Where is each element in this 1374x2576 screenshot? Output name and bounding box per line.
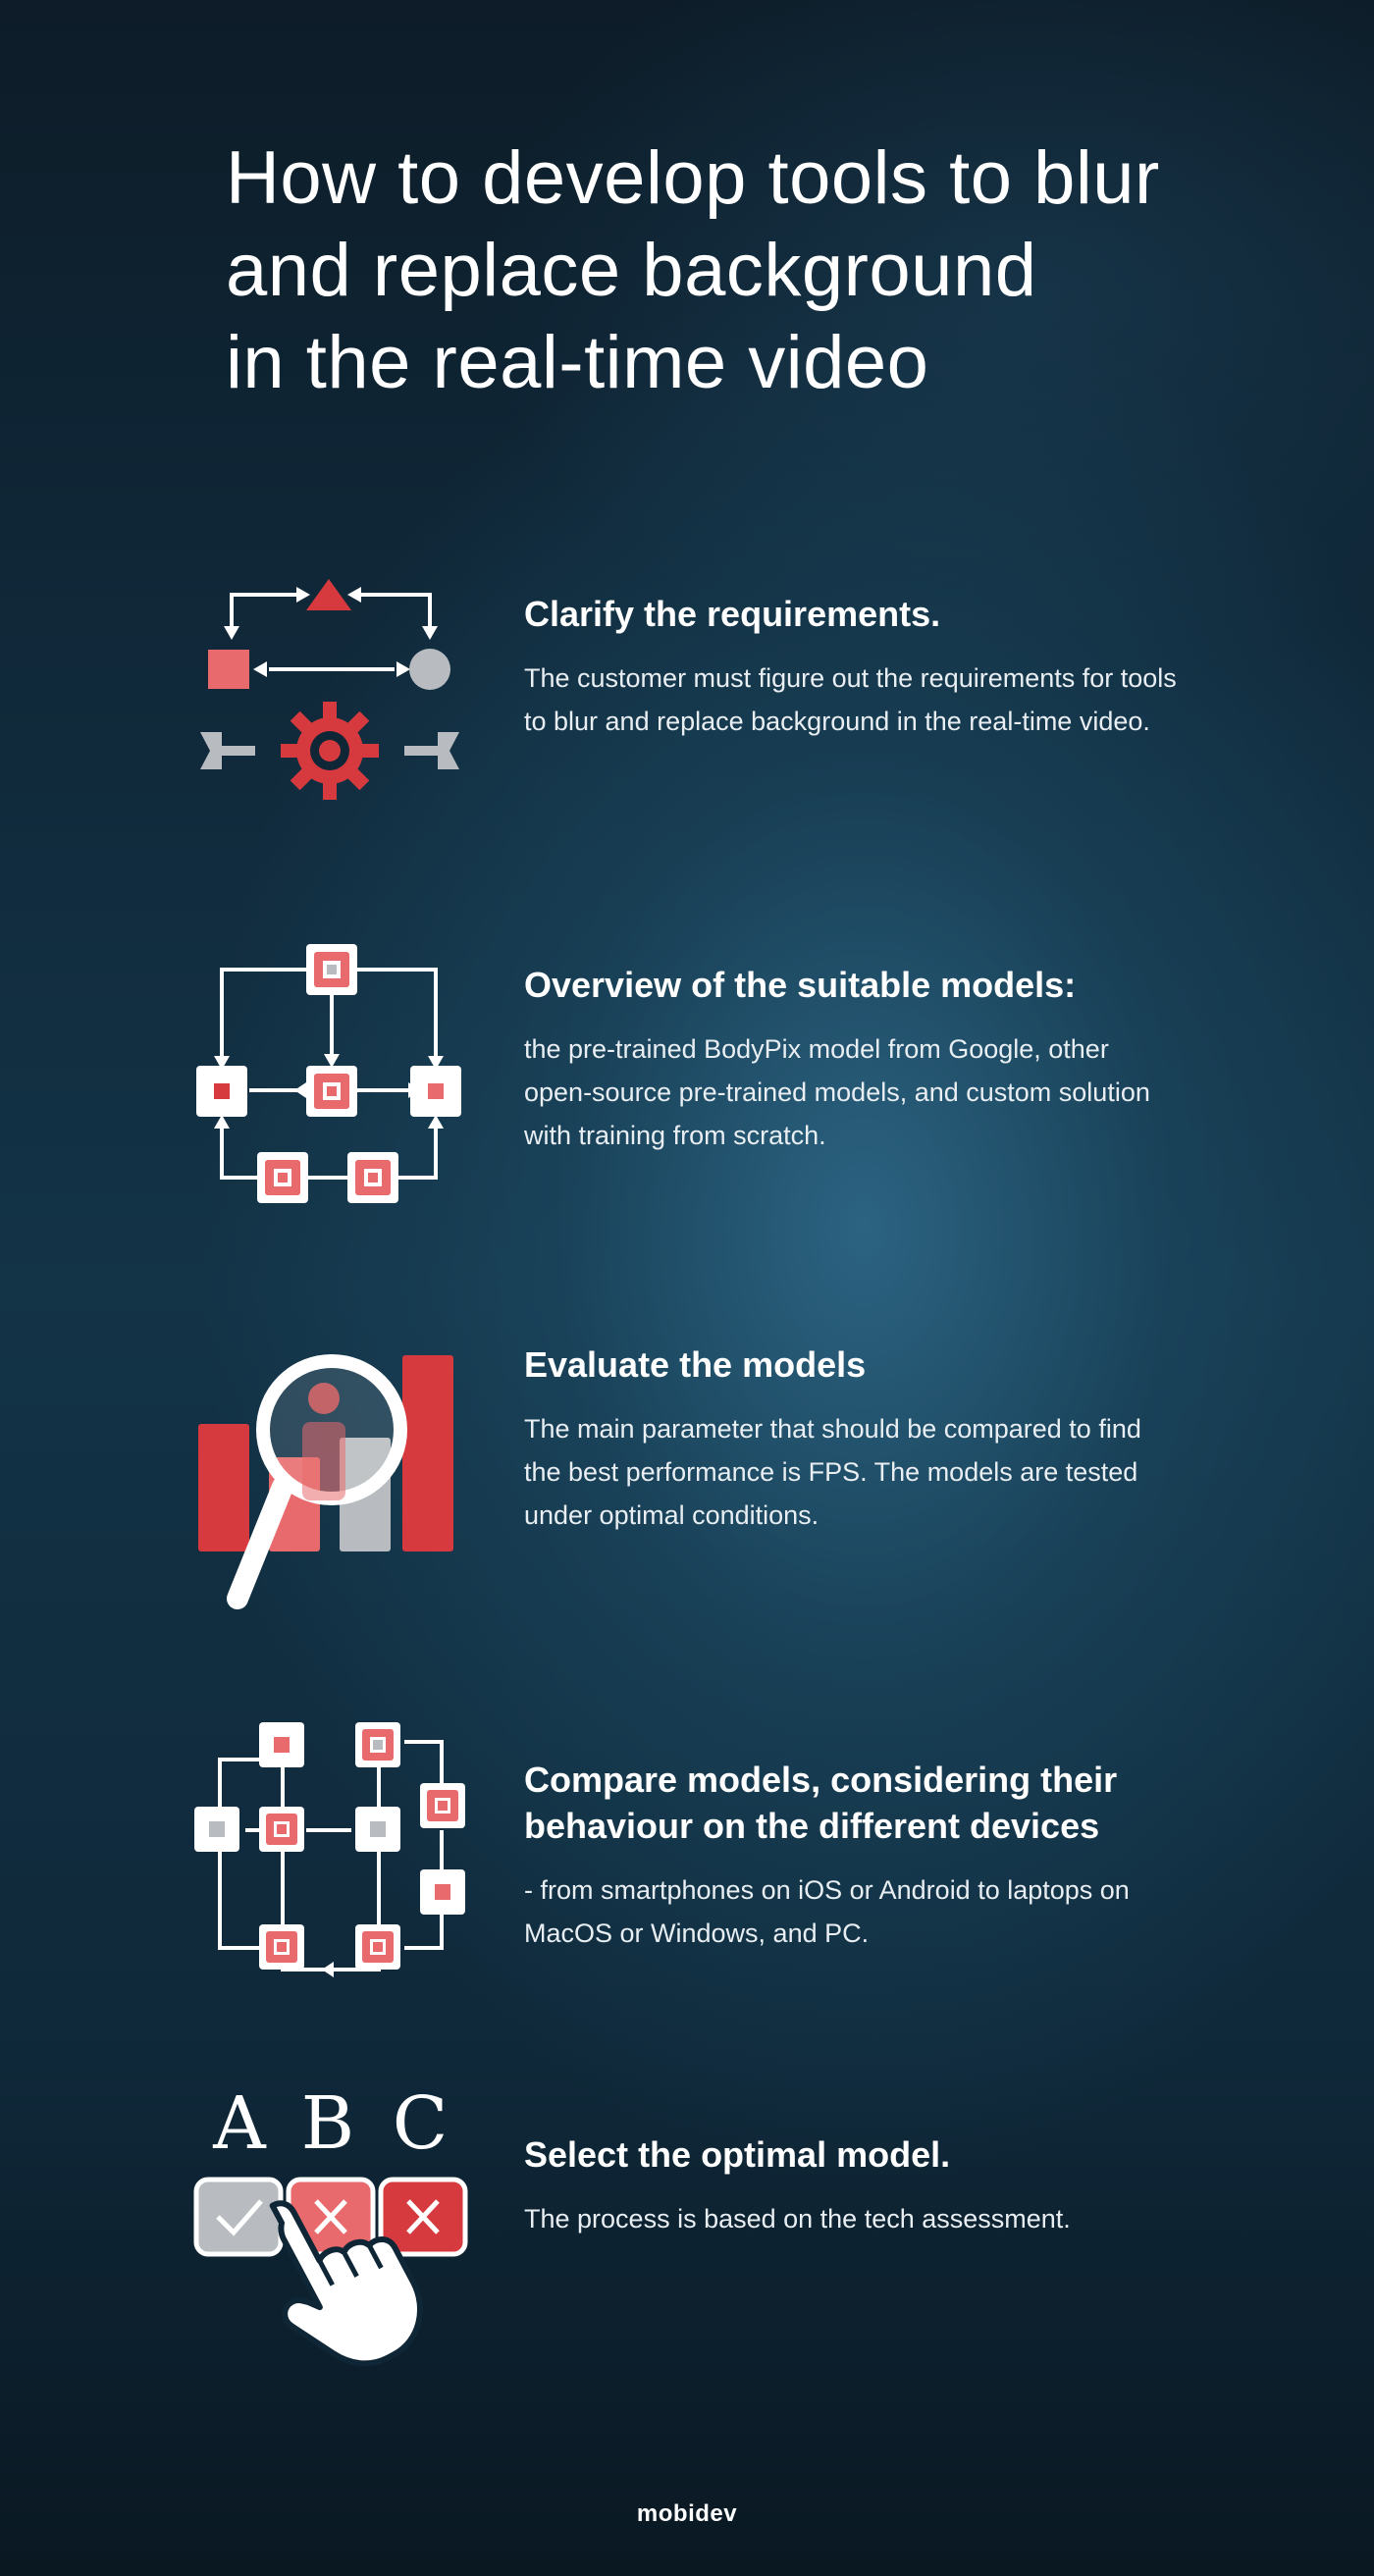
step-description-line: open-source pre-trained models, and cust… (524, 1078, 1150, 1107)
title-line-2: and replace background (226, 229, 1037, 312)
step-description: The customer must figure out the require… (524, 657, 1270, 743)
step-description-line: The process is based on the tech assessm… (524, 2204, 1071, 2234)
step-heading-line: behaviour on the different devices (524, 1806, 1100, 1846)
step-text: Overview of the suitable models: the pre… (524, 962, 1270, 1157)
step-description: the pre-trained BodyPix model from Googl… (524, 1027, 1270, 1157)
title-line-1: How to develop tools to blur (226, 136, 1160, 220)
mobidev-logo: mobidev (636, 2500, 738, 2527)
step-heading-line: Compare models, considering their (524, 1760, 1118, 1800)
device-network-icon (186, 1712, 481, 1997)
abc-select-hand-icon: A B C (186, 2085, 481, 2380)
step-description: - from smartphones on iOS or Android to … (524, 1868, 1270, 1955)
step-text: Compare models, considering their behavi… (524, 1757, 1270, 1955)
step-heading-line: Evaluate the models (524, 1344, 867, 1385)
step-description: The process is based on the tech assessm… (524, 2197, 1270, 2240)
letter-c: C (393, 2085, 449, 2166)
step-description-line: with training from scratch. (524, 1121, 826, 1150)
step-description-line: The main parameter that should be compar… (524, 1414, 1141, 1444)
step-heading: Compare models, considering their behavi… (524, 1757, 1270, 1849)
model-flowchart-icon (186, 942, 471, 1217)
step-text: Clarify the requirements. The customer m… (524, 591, 1270, 743)
step-description-line: the best performance is FPS. The models … (524, 1457, 1138, 1487)
step-description-line: to blur and replace background in the re… (524, 707, 1150, 736)
title-line-3: in the real-time video (226, 321, 929, 404)
page-title: How to develop tools to blur and replace… (226, 132, 1256, 409)
letter-b: B (301, 2085, 354, 2166)
step-description-line: under optimal conditions. (524, 1500, 819, 1530)
step-heading: Evaluate the models (524, 1341, 1270, 1388)
step-heading: Overview of the suitable models: (524, 962, 1270, 1008)
step-heading-line: Select the optimal model. (524, 2134, 951, 2175)
letter-a: A (212, 2085, 267, 2166)
step-description-line: The customer must figure out the require… (524, 663, 1177, 693)
step-heading: Select the optimal model. (524, 2131, 1270, 2178)
step-description-line: MacOS or Windows, and PC. (524, 1919, 870, 1948)
step-description-line: the pre-trained BodyPix model from Googl… (524, 1034, 1109, 1064)
step-heading: Clarify the requirements. (524, 591, 1270, 637)
step-description-line: - from smartphones on iOS or Android to … (524, 1875, 1130, 1905)
step-text: Select the optimal model. The process is… (524, 2131, 1270, 2240)
step-description: The main parameter that should be compar… (524, 1407, 1270, 1537)
requirements-gear-icon (186, 559, 471, 824)
step-text: Evaluate the models The main parameter t… (524, 1341, 1270, 1537)
magnifier-bar-chart-icon (186, 1340, 471, 1614)
step-heading-line: Overview of the suitable models: (524, 965, 1077, 1005)
step-heading-line: Clarify the requirements. (524, 594, 941, 634)
